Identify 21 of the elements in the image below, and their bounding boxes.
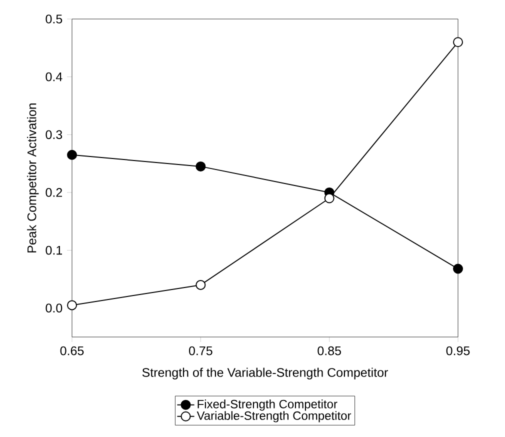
x-tick-label: 0.95 — [446, 346, 470, 356]
legend-label: Fixed-Strength Competitor — [198, 400, 338, 411]
y-tick-label: 0.2 — [46, 188, 62, 197]
point — [324, 193, 334, 204]
point — [67, 300, 78, 310]
point — [453, 264, 464, 274]
x-tick-label: 0.85 — [318, 346, 341, 356]
y-tick-label: 0.3 — [46, 130, 62, 140]
x-tick-label: 0.75 — [188, 346, 212, 356]
y-tick-label: 0.1 — [46, 246, 62, 255]
y-tick-label: 0.4 — [46, 72, 62, 82]
point — [67, 150, 78, 160]
y-tick-label: 0.5 — [46, 14, 62, 24]
legend-label: Variable-Strength Competitor — [196, 411, 352, 422]
y-axis-title: Peak Competitor Activation — [27, 103, 39, 252]
point — [453, 37, 464, 48]
point — [196, 280, 206, 290]
y-tick-label: 0.0 — [46, 304, 62, 313]
point — [196, 161, 206, 172]
x-axis-title: Strength of the Variable-Strength Competitor — [142, 368, 388, 380]
x-tick-label: 0.65 — [60, 346, 84, 356]
